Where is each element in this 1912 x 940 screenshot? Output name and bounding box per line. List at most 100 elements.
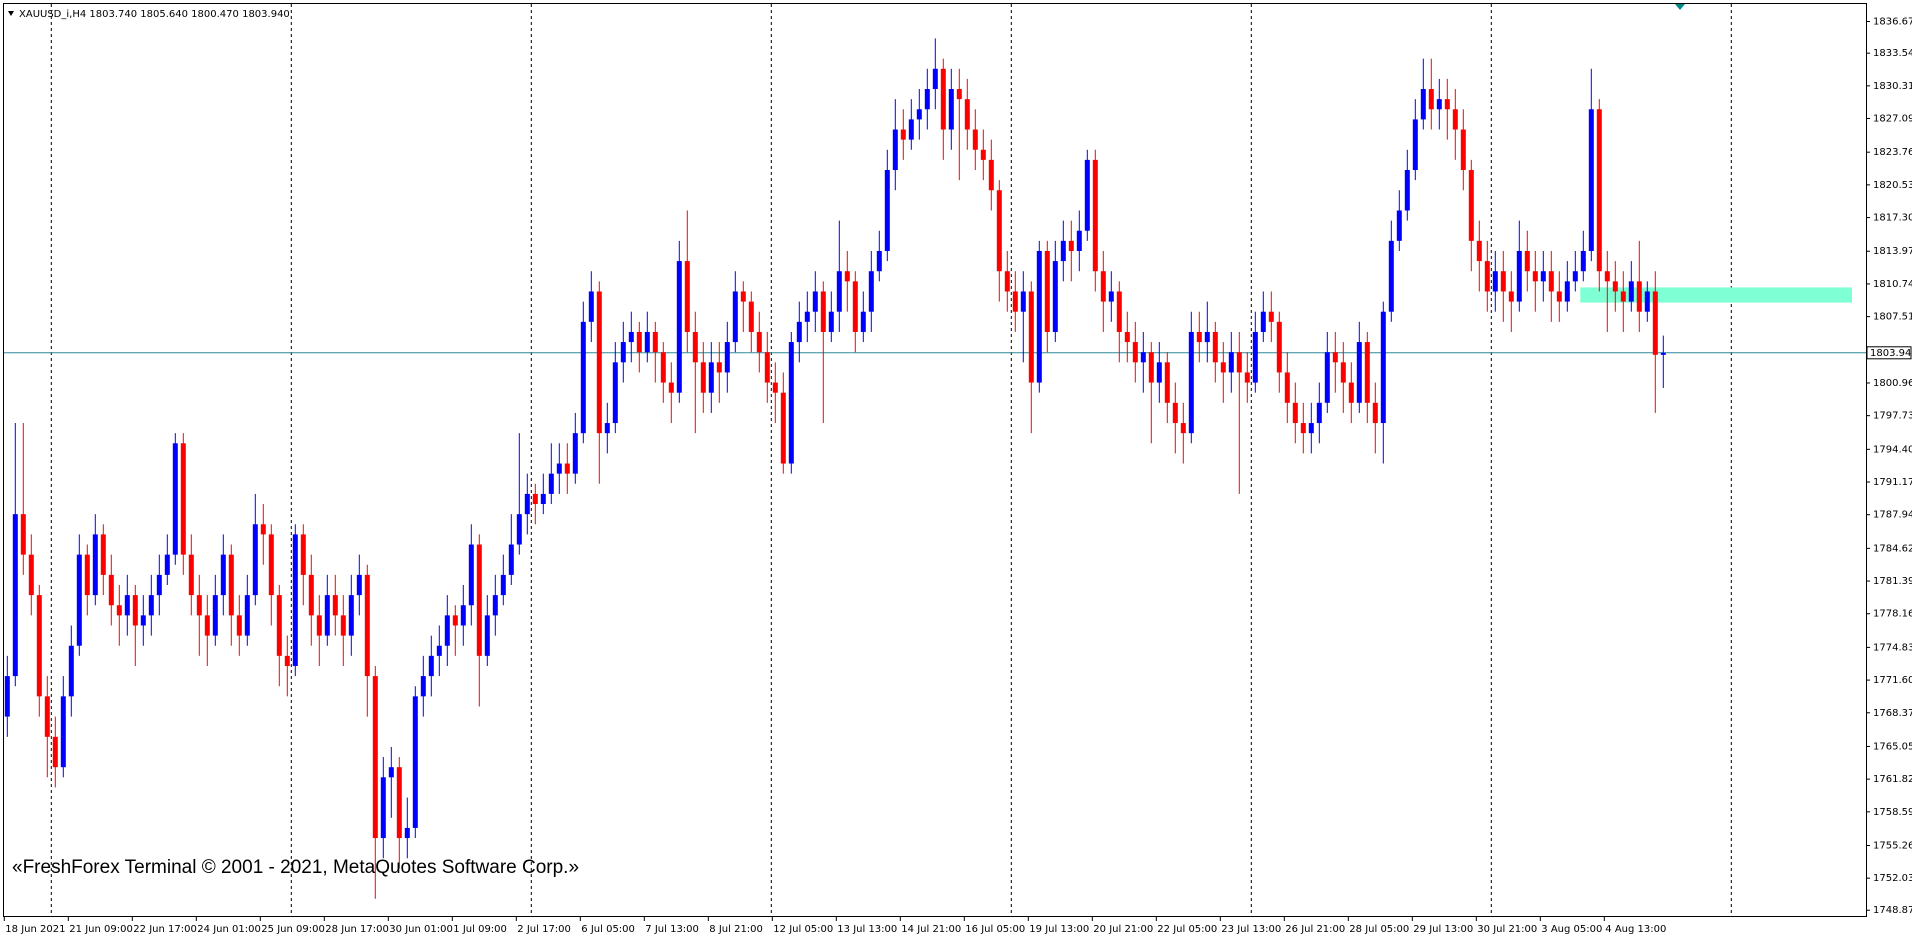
- x-tick-label: 29 Jul 13:00: [1413, 924, 1473, 935]
- candle-body: [564, 463, 570, 474]
- candle-body: [652, 331, 658, 353]
- candle-body: [828, 311, 834, 332]
- y-tick-label: 1765.050: [1873, 741, 1912, 752]
- candle-body: [764, 352, 770, 383]
- candle-body: [1212, 331, 1218, 363]
- y-tick-label: 1830.315: [1873, 81, 1912, 92]
- candle-body: [380, 777, 386, 839]
- candle-body: [628, 331, 634, 343]
- y-tick-label: 1820.530: [1873, 180, 1912, 191]
- y-tick-label: 1833.545: [1873, 48, 1912, 59]
- candle-body: [428, 655, 434, 677]
- candle-body: [388, 767, 394, 778]
- candle-body: [356, 574, 362, 596]
- x-tick-label: 25 Jun 09:00: [261, 924, 325, 935]
- candle-body: [1628, 281, 1634, 302]
- candle-body: [228, 554, 234, 616]
- candle-body: [44, 696, 50, 737]
- candle-body: [276, 595, 282, 656]
- candle-body: [220, 554, 226, 596]
- candle-body: [116, 605, 122, 616]
- y-tick-label: 1748.870: [1873, 905, 1912, 916]
- x-tick-label: 22 Jun 17:00: [133, 924, 197, 935]
- candle-body: [212, 595, 218, 636]
- candle-body: [196, 595, 202, 616]
- candle-body: [852, 281, 858, 332]
- candle-body: [732, 291, 738, 343]
- candle-body: [716, 362, 722, 373]
- candle-body: [1204, 331, 1210, 343]
- candle-body: [180, 443, 186, 555]
- candle-body: [308, 574, 314, 616]
- current-price-box: [1866, 346, 1912, 360]
- candle-body: [332, 595, 338, 616]
- candle-body: [372, 676, 378, 839]
- candle-body: [28, 554, 34, 596]
- candle-body: [460, 605, 466, 626]
- candle-body: [172, 443, 178, 555]
- candle-body: [1148, 352, 1154, 383]
- candle-body: [92, 534, 98, 596]
- candle-body: [124, 595, 130, 616]
- candle-body: [1356, 342, 1362, 403]
- candle-body: [1108, 291, 1114, 302]
- candle-body: [884, 170, 890, 251]
- y-tick-label: 1836.670: [1873, 17, 1912, 28]
- y-tick-label: 1797.730: [1873, 411, 1912, 422]
- candle-body: [740, 291, 746, 302]
- candle-body: [1196, 331, 1202, 343]
- candle-body: [1540, 271, 1546, 282]
- candle-body: [132, 595, 138, 626]
- candle-body: [364, 574, 370, 677]
- y-tick-label: 1791.175: [1873, 477, 1912, 488]
- current-price-label: 1803.940: [1870, 348, 1912, 359]
- candle-body: [612, 362, 618, 424]
- y-tick-label: 1781.390: [1873, 576, 1912, 587]
- candle-body: [1500, 271, 1506, 292]
- candle-body: [1028, 291, 1034, 383]
- candle-body: [1324, 352, 1330, 403]
- candle-body: [820, 291, 826, 332]
- candle-body: [1484, 261, 1490, 292]
- candle-body: [1068, 240, 1074, 251]
- candle-body: [636, 331, 642, 353]
- x-tick-label: 28 Jun 17:00: [325, 924, 389, 935]
- candle-body: [556, 463, 562, 474]
- candle-body: [1012, 291, 1018, 312]
- candle-body: [924, 89, 930, 110]
- candle-body: [1388, 240, 1394, 312]
- candle-body: [1532, 271, 1538, 282]
- candle-body: [604, 423, 610, 434]
- candle-body: [1124, 331, 1130, 343]
- candle-body: [1596, 109, 1602, 272]
- candle-body: [572, 433, 578, 474]
- candle-body: [412, 696, 418, 828]
- candle-body: [596, 291, 602, 434]
- x-tick-label: 1 Jul 09:00: [453, 924, 507, 935]
- candle-body: [300, 534, 306, 575]
- x-tick-label: 24 Jun 01:00: [197, 924, 261, 935]
- candle-body: [1252, 331, 1258, 383]
- y-tick-label: 1752.035: [1873, 873, 1912, 884]
- candle-body: [1332, 352, 1338, 363]
- candle-body: [676, 261, 682, 393]
- candle-body: [1268, 311, 1274, 322]
- candle-body: [324, 595, 330, 636]
- x-tick-label: 21 Jun 09:00: [69, 924, 133, 935]
- candle-body: [1156, 362, 1162, 383]
- candle-body: [860, 311, 866, 332]
- x-tick-label: 4 Aug 13:00: [1605, 924, 1666, 935]
- candle-body: [748, 301, 754, 332]
- x-tick-label: 20 Jul 21:00: [1093, 924, 1153, 935]
- candle-body: [84, 554, 90, 596]
- y-tick-label: 1784.620: [1873, 543, 1912, 554]
- candle-body: [804, 311, 810, 322]
- candle-body: [1436, 99, 1442, 110]
- candle-body: [708, 362, 714, 393]
- candle-body: [1636, 281, 1642, 312]
- candle-body: [1556, 291, 1562, 302]
- candle-body: [956, 89, 962, 100]
- candle-body: [156, 574, 162, 596]
- candle-body: [260, 524, 266, 535]
- candle-body: [396, 767, 402, 839]
